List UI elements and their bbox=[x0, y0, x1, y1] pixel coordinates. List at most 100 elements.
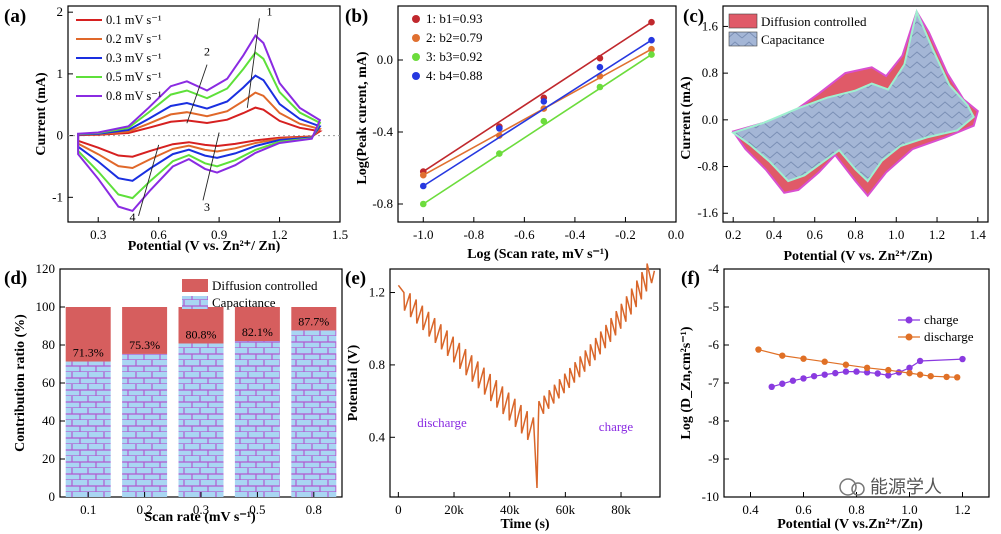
y-tick-label: 2 bbox=[57, 4, 64, 19]
x-tick-label: 1.0 bbox=[888, 227, 904, 242]
y-tick-label: 1 bbox=[57, 66, 64, 81]
legend-swatch bbox=[728, 13, 758, 29]
data-point bbox=[895, 369, 903, 376]
x-axis-label-d: Scan rate (mV s⁻¹) bbox=[144, 510, 256, 525]
x-tick-label: 1.2 bbox=[954, 502, 970, 517]
data-point bbox=[755, 346, 762, 353]
legend-label: Diffusion controlled bbox=[761, 14, 867, 29]
panel-a: (a) 0.3 0.6 0.9 1.2 1.5 -1 0 1 2 0.1 mV s⁻¹ 0.2 mV… bbox=[4, 4, 348, 254]
capacitance-area bbox=[731, 8, 975, 183]
bar-diffusion bbox=[122, 307, 168, 354]
x-tick-label: 0.3 bbox=[193, 502, 209, 517]
x-tick-label: 0.1 bbox=[80, 502, 96, 517]
data-point bbox=[927, 372, 934, 380]
cv-curve-5 bbox=[77, 34, 322, 213]
data-point bbox=[954, 374, 961, 381]
panel-label-b: (b) bbox=[345, 6, 368, 27]
legend-swatch bbox=[728, 31, 758, 47]
series-line-charge bbox=[771, 358, 963, 388]
legend-label: 1: b1=0.93 bbox=[426, 11, 482, 26]
data-point bbox=[789, 377, 797, 384]
bar-data-label: 82.1% bbox=[242, 325, 273, 339]
data-point bbox=[596, 54, 604, 62]
data-point bbox=[768, 383, 775, 390]
peak-label: 1 bbox=[266, 4, 272, 18]
panel-d: (d) 71.3% 0.1 75.3% 0.2 80.8% 0.3 82.1% 0.5 87.7… bbox=[4, 261, 343, 525]
x-tick-label: -1.0 bbox=[413, 227, 434, 242]
x-tick-label: -0.6 bbox=[514, 227, 535, 242]
x-tick-label: 0 bbox=[395, 502, 402, 517]
x-tick-label: 60k bbox=[556, 502, 576, 517]
bar-data-label: 87.7% bbox=[298, 314, 329, 328]
bar-capacitance bbox=[178, 343, 224, 497]
y-tick-label: -4 bbox=[708, 261, 719, 276]
peak-arrow bbox=[246, 18, 260, 108]
y-tick-label: -0.8 bbox=[697, 159, 718, 174]
legend-label: 0.3 mV s⁻¹ bbox=[106, 51, 162, 65]
y-tick-label: -0.8 bbox=[372, 196, 393, 211]
x-tick-label: 0.9 bbox=[211, 227, 227, 242]
fit-line-3 bbox=[422, 53, 652, 205]
y-tick-label: -1.6 bbox=[697, 205, 718, 220]
bar-capacitance bbox=[234, 341, 280, 497]
data-point bbox=[648, 18, 655, 26]
legend-swatch bbox=[182, 296, 208, 309]
bar-capacitance bbox=[65, 361, 111, 497]
data-point bbox=[906, 369, 913, 377]
plot-area-f bbox=[723, 268, 990, 498]
y-tick-label: 80 bbox=[42, 337, 55, 352]
data-point bbox=[874, 370, 881, 377]
y-tick-label: 0.8 bbox=[369, 357, 385, 372]
x-tick-label: 1.2 bbox=[929, 227, 945, 242]
x-tick-label: 0.6 bbox=[151, 227, 168, 242]
data-point bbox=[863, 364, 871, 371]
data-point bbox=[832, 369, 839, 377]
annotation-charge: charge bbox=[599, 419, 634, 434]
y-tick-label: 100 bbox=[36, 299, 56, 314]
x-tick-label: 0.8 bbox=[306, 502, 322, 517]
data-point bbox=[596, 83, 604, 91]
y-axis-label-c: Current (mA) bbox=[679, 76, 694, 160]
watermark-logo-icon bbox=[839, 478, 865, 496]
x-tick-label: 0.6 bbox=[795, 502, 812, 517]
data-point bbox=[906, 364, 913, 371]
data-point bbox=[648, 36, 655, 44]
data-point bbox=[885, 372, 892, 379]
x-tick-label: 0.8 bbox=[847, 227, 863, 242]
y-tick-label: -5 bbox=[708, 299, 719, 314]
legend-swatch bbox=[412, 34, 420, 42]
data-point bbox=[959, 355, 966, 363]
bar-diffusion bbox=[234, 307, 280, 342]
legend-label: Capacitance bbox=[212, 295, 276, 310]
panel-label-c: (c) bbox=[683, 6, 704, 27]
data-point bbox=[885, 366, 892, 374]
panel-e: (e) 0 20k 40k 60k 80k 0.4 0.8 1.2 discharge charg… bbox=[345, 263, 661, 532]
y-tick-label: -7 bbox=[708, 375, 719, 390]
y-tick-label: 1.2 bbox=[369, 285, 385, 300]
data-point bbox=[419, 182, 427, 190]
panel-f: (f) 0.4 0.6 0.8 1.0 1.2 -10 -9 -8 -7 -6 -5 -4 charge… bbox=[679, 261, 990, 532]
plot-area-e bbox=[389, 268, 661, 498]
bar-data-label: 75.3% bbox=[129, 338, 160, 352]
y-tick-label: 1.6 bbox=[702, 18, 719, 33]
panel-label-a: (a) bbox=[4, 6, 26, 27]
legend-label: 0.5 mV s⁻¹ bbox=[106, 70, 162, 84]
x-tick-label: 80k bbox=[611, 502, 631, 517]
x-tick-label: 0.2 bbox=[725, 227, 741, 242]
legend-label: 0.8 mV s⁻¹ bbox=[106, 89, 162, 103]
y-tick-label: -0.4 bbox=[372, 124, 393, 139]
x-tick-label: 0.4 bbox=[766, 227, 783, 242]
gitt-curve bbox=[397, 263, 656, 489]
y-tick-label: -9 bbox=[708, 451, 719, 466]
y-tick-label: -6 bbox=[708, 337, 719, 352]
legend-label: 3: b3=0.92 bbox=[426, 49, 482, 64]
x-tick-label: 0.4 bbox=[742, 502, 759, 517]
panel-label-e: (e) bbox=[345, 268, 366, 289]
x-tick-label: 0.0 bbox=[668, 227, 684, 242]
bar-diffusion bbox=[178, 307, 224, 344]
x-tick-label: 1.5 bbox=[332, 227, 348, 242]
data-point bbox=[853, 368, 860, 375]
y-tick-label: 40 bbox=[42, 413, 55, 428]
y-axis-label-d: Contribution ratio (%) bbox=[13, 314, 28, 452]
